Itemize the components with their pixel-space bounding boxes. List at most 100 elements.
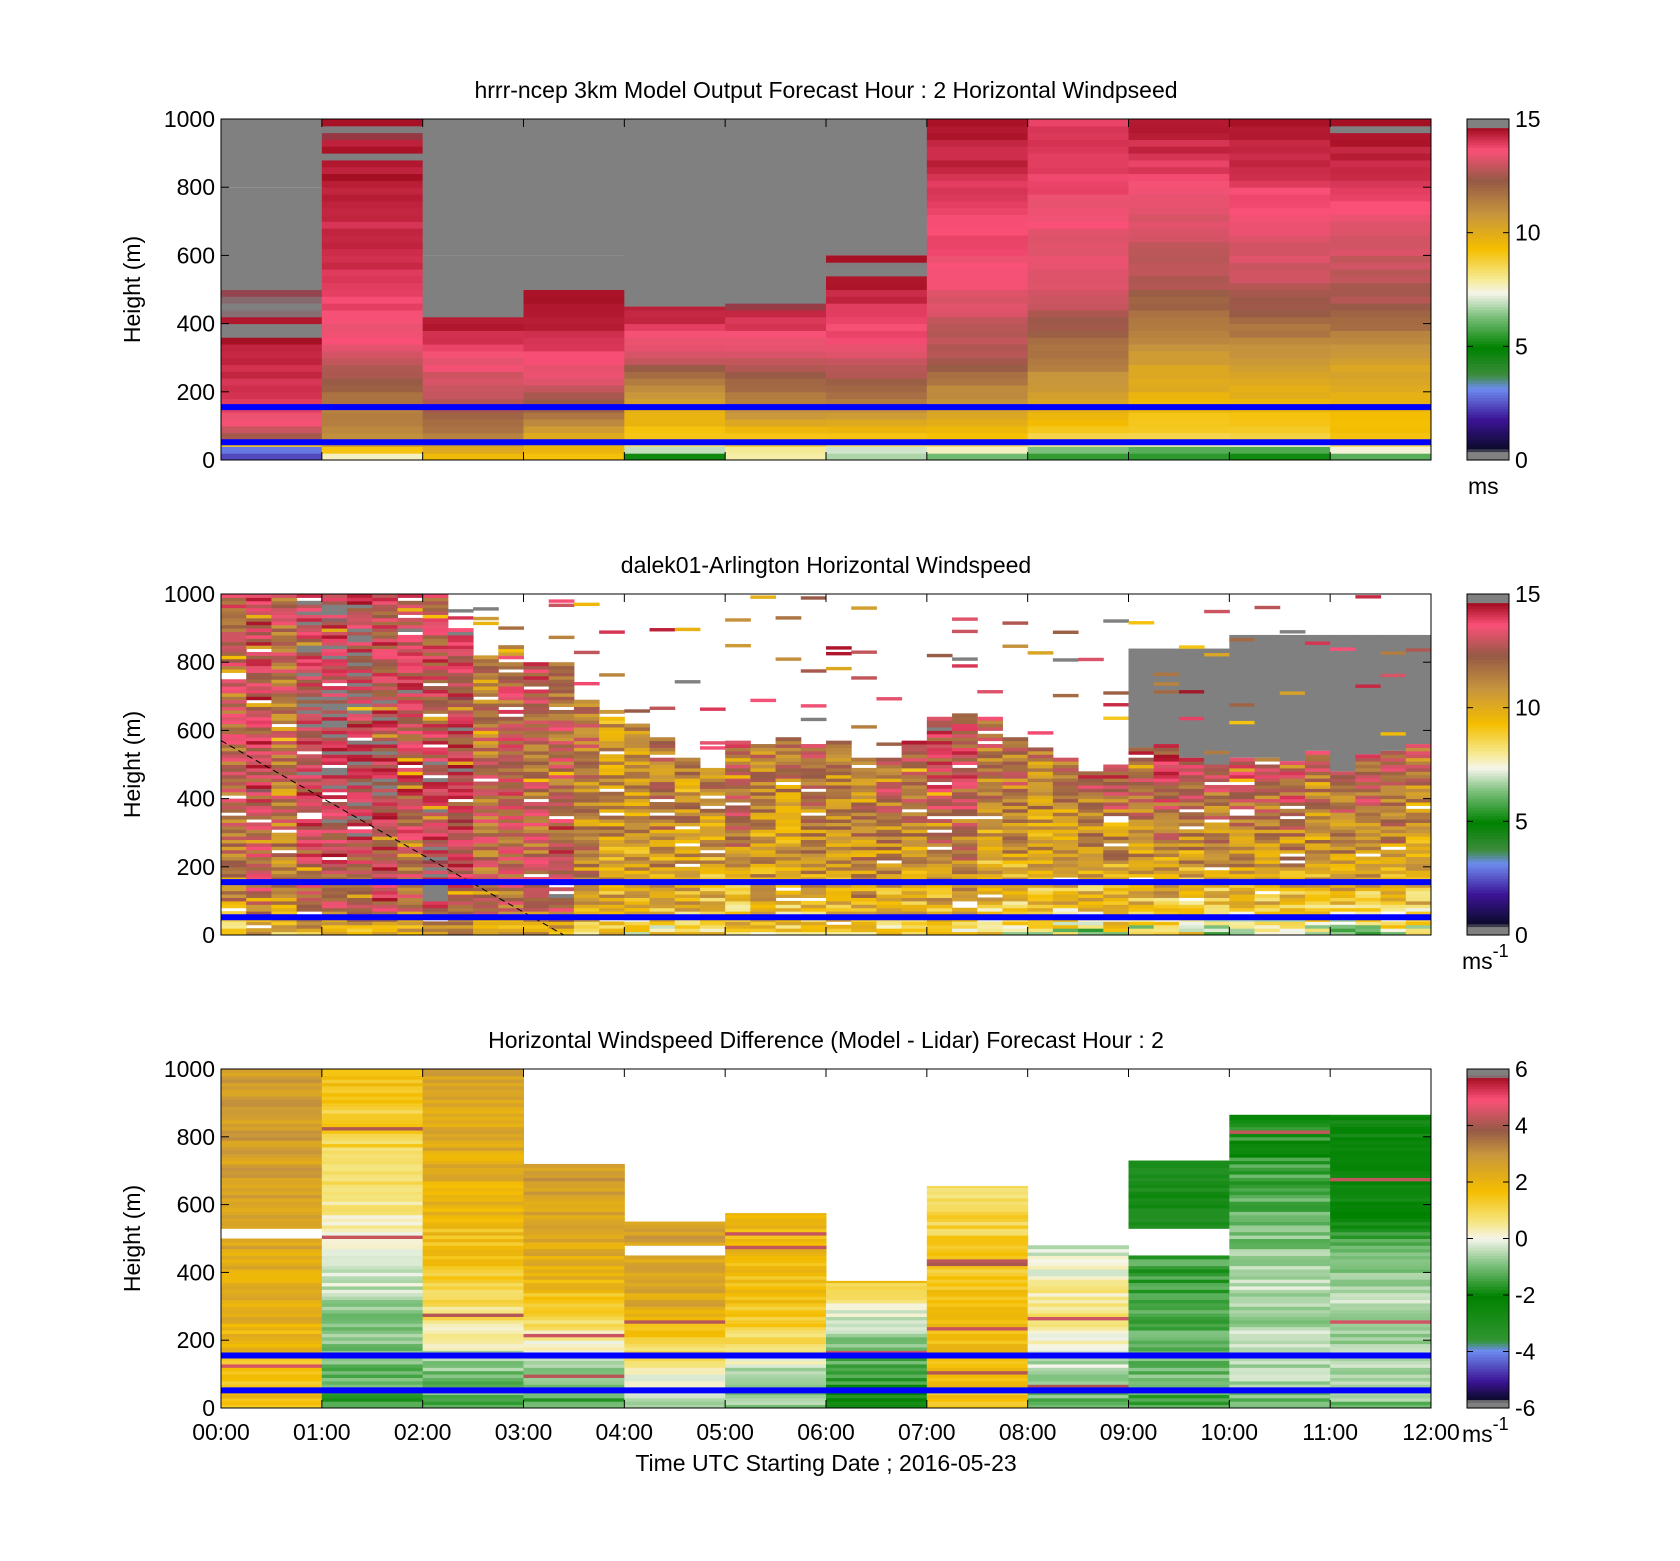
cell	[977, 808, 1003, 813]
cell	[1405, 853, 1431, 858]
cell	[926, 1377, 1029, 1382]
colorbar-segment	[1467, 1393, 1509, 1398]
cell	[422, 1269, 524, 1273]
cell	[523, 1316, 625, 1321]
cell	[422, 662, 449, 667]
cell	[775, 819, 802, 823]
cell	[422, 1333, 524, 1338]
cell	[221, 1296, 323, 1301]
cell	[271, 802, 298, 806]
cell	[901, 924, 928, 929]
cell	[221, 1258, 323, 1263]
cell	[926, 720, 953, 725]
cell	[1128, 802, 1155, 806]
cell	[599, 709, 625, 714]
colorbar-segment	[1467, 912, 1509, 916]
cell	[523, 337, 625, 345]
cell	[926, 761, 953, 765]
cell	[926, 153, 1029, 161]
cell	[1330, 378, 1431, 386]
cell	[926, 778, 953, 783]
cell	[1027, 764, 1054, 769]
cell	[725, 839, 751, 844]
cell	[649, 924, 676, 929]
cell	[1229, 761, 1256, 765]
cell	[851, 822, 877, 827]
cell	[1128, 1275, 1230, 1280]
cell	[221, 713, 247, 718]
colorbar-segment	[1467, 878, 1509, 882]
colorbar-segment	[1467, 130, 1509, 134]
cell	[523, 1167, 625, 1172]
cell	[1330, 842, 1356, 847]
cell	[1229, 1119, 1331, 1124]
cell	[1128, 446, 1230, 454]
cell	[1027, 866, 1054, 871]
cell	[221, 1401, 323, 1406]
cell	[926, 323, 1029, 331]
cell	[422, 1255, 524, 1260]
cell	[246, 675, 272, 680]
cell	[1002, 802, 1029, 806]
cell	[1229, 1292, 1331, 1297]
cell	[926, 1330, 1029, 1334]
cell	[296, 682, 323, 687]
cell	[1330, 187, 1431, 195]
cell	[271, 788, 298, 793]
cell	[826, 1384, 928, 1389]
cell	[624, 883, 651, 888]
cell	[901, 873, 928, 878]
cell	[321, 1296, 424, 1301]
cell	[321, 173, 424, 181]
colorbar-segment	[1467, 232, 1509, 237]
cell	[321, 275, 424, 284]
cell	[523, 662, 550, 667]
cell	[624, 1306, 726, 1311]
colorbar-segment	[1467, 633, 1509, 638]
cell	[221, 1109, 323, 1114]
cell	[1204, 771, 1230, 776]
cell	[926, 1343, 1029, 1348]
cell	[826, 344, 928, 352]
cell	[1330, 425, 1431, 434]
cell	[1304, 931, 1331, 935]
colorbar-segment	[1467, 266, 1509, 271]
cell	[473, 890, 499, 895]
cell	[321, 1394, 424, 1399]
colorbar-segment	[1467, 662, 1509, 666]
cell	[599, 842, 625, 847]
cell	[1330, 166, 1431, 175]
cell	[221, 1252, 323, 1256]
cell	[851, 774, 877, 779]
cell	[523, 836, 550, 841]
cell	[321, 726, 348, 731]
cell	[1279, 825, 1306, 830]
cell	[674, 931, 701, 935]
colorbar-tick-label: 15	[1515, 581, 1541, 607]
cell	[624, 819, 651, 823]
cell	[599, 808, 625, 813]
cell	[926, 767, 953, 772]
cell	[372, 883, 398, 888]
cell	[347, 853, 373, 858]
cell	[221, 597, 247, 602]
cell	[221, 1085, 323, 1090]
cell	[1380, 802, 1407, 806]
cell	[952, 907, 978, 912]
cell	[926, 350, 1029, 359]
cell	[826, 1401, 928, 1406]
cell	[573, 859, 600, 864]
cell	[1128, 870, 1155, 875]
cell	[321, 1109, 424, 1114]
cell	[1229, 802, 1256, 806]
cell	[1002, 890, 1029, 895]
cell	[901, 849, 928, 854]
cell	[573, 863, 600, 868]
cell	[1128, 1282, 1230, 1287]
cell	[599, 825, 625, 830]
cell	[1078, 921, 1104, 926]
cell	[1204, 836, 1230, 841]
cell	[1052, 815, 1079, 820]
cell	[221, 425, 323, 434]
cell	[1078, 859, 1104, 864]
